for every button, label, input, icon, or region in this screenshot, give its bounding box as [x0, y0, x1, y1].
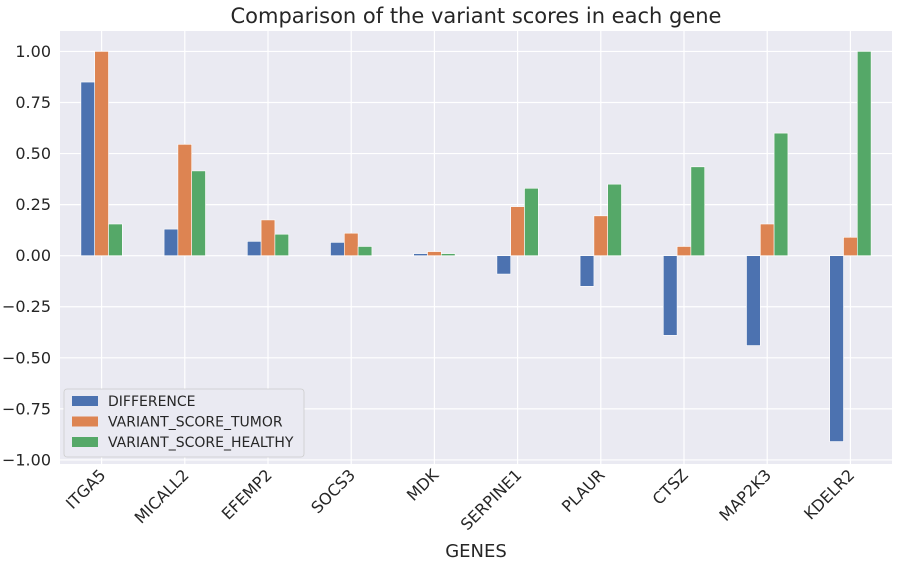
bar-difference-kdelr2 — [829, 255, 844, 442]
bar-variant-score-tumor-plaur — [593, 215, 609, 256]
bar-variant-score-tumor-micall2 — [177, 144, 192, 256]
y-tick-labels: −1.00 −0.75 −0.50 −0.25 0.00 0.25 0.50 0.75 1.00 — [2, 42, 51, 469]
x-tick-label: EFEMP2 — [218, 465, 276, 523]
y-tick-label: 0.50 — [15, 144, 51, 163]
bar-difference-micall2 — [163, 228, 179, 256]
x-tick-label: CTSZ — [649, 465, 692, 508]
y-tick-label: −0.25 — [2, 297, 51, 316]
y-tick-label: −0.75 — [2, 399, 51, 418]
legend-swatch — [72, 396, 98, 406]
bar-variant-score-healthy-plaur — [607, 183, 622, 256]
bar-variant-score-tumor-ctsz — [676, 246, 692, 256]
y-tick-label: 0.25 — [15, 195, 51, 214]
legend-box — [63, 388, 305, 458]
bar-variant-score-tumor-itga5 — [94, 51, 109, 256]
bar-difference-itga5 — [80, 81, 96, 256]
bar-variant-score-tumor-serpine1 — [510, 206, 525, 256]
bars — [80, 51, 872, 442]
bar-variant-score-healthy-socs3 — [357, 246, 373, 256]
bar-difference-map2k3 — [746, 255, 761, 346]
legend-swatch — [72, 416, 98, 427]
x-tick-label: PLAUR — [558, 465, 609, 516]
legend-swatch — [72, 437, 98, 447]
legend-label: VARIANT_SCORE_HEALTHY — [108, 435, 294, 451]
bar-variant-score-healthy-efemp2 — [274, 233, 289, 256]
bar-variant-score-tumor-map2k3 — [759, 223, 775, 256]
bar-variant-score-tumor-kdelr2 — [843, 236, 858, 256]
legend-label: VARIANT_SCORE_TUMOR — [108, 415, 283, 431]
x-tick-label: MAP2K3 — [715, 465, 775, 525]
y-tick-label: 1.00 — [15, 42, 51, 61]
x-tick-label: KDELR2 — [800, 465, 858, 523]
legend: DIFFERENCE VARIANT_SCORE_TUMOR VARIANT_SCO… — [63, 388, 305, 458]
x-tick-label: SOCS3 — [307, 465, 359, 517]
bar-variant-score-healthy-itga5 — [108, 223, 123, 256]
bar-variant-score-healthy-mdk — [440, 253, 456, 256]
x-tick-label: MICALL2 — [131, 465, 193, 527]
y-tick-label: 0.00 — [15, 246, 51, 265]
bar-difference-efemp2 — [247, 241, 262, 256]
x-axis-label: GENES — [445, 541, 507, 562]
chart-title: Comparison of the variant scores in each… — [231, 4, 722, 28]
bar-variant-score-healthy-serpine1 — [524, 187, 539, 256]
y-tick-label: −1.00 — [2, 450, 51, 469]
bar-variant-score-healthy-map2k3 — [773, 132, 789, 256]
bar-variant-score-healthy-micall2 — [191, 170, 206, 256]
bar-variant-score-tumor-socs3 — [343, 232, 359, 256]
bar-difference-ctsz — [662, 255, 678, 336]
bar-difference-plaur — [579, 255, 595, 287]
x-tick-label: ITGA5 — [62, 465, 109, 512]
x-tick-label: SERPINE1 — [457, 465, 526, 534]
bar-variant-score-tumor-efemp2 — [260, 219, 276, 256]
y-tick-label: −0.50 — [2, 348, 51, 367]
x-tick-labels: ITGA5 MICALL2 EFEMP2 SOCS3 MDK SERPINE1 PLAUR C… — [62, 465, 858, 534]
bar-variant-score-tumor-mdk — [427, 251, 442, 256]
bar-difference-serpine1 — [496, 255, 511, 275]
bar-difference-mdk — [413, 253, 428, 256]
bar-variant-score-healthy-kdelr2 — [856, 51, 872, 256]
y-tick-label: 0.75 — [15, 93, 51, 112]
bar-difference-socs3 — [330, 242, 345, 256]
legend-label: DIFFERENCE — [108, 394, 196, 410]
bar-variant-score-healthy-ctsz — [690, 166, 706, 256]
x-tick-label: MDK — [403, 465, 443, 505]
